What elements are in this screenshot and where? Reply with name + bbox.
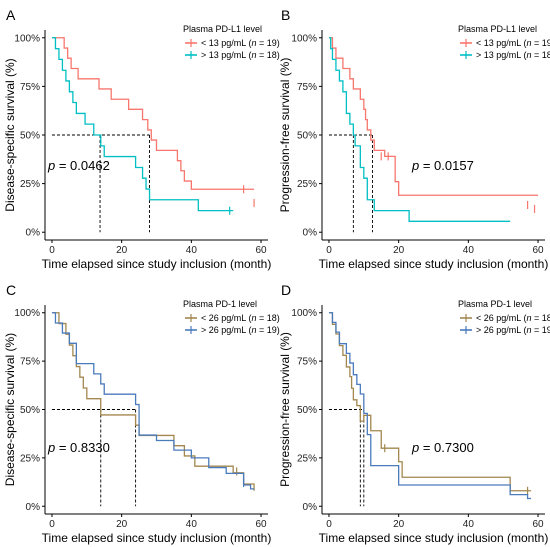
legend-entry: > 13 pg/mL (n = 18) <box>201 50 280 60</box>
y-axis-title: Progression-free survival (%) <box>278 58 292 213</box>
survival-curve-low <box>51 312 255 491</box>
p-value-label: p = 0.0157 <box>411 158 474 173</box>
x-axis-title: Time elapsed since study inclusion (mont… <box>319 257 549 271</box>
legend-entry: < 26 pg/mL (n = 18) <box>476 313 550 323</box>
x-tick-label: 20 <box>393 519 405 530</box>
y-tick-label: 100% <box>291 308 317 319</box>
y-tick-label: 50% <box>297 131 317 142</box>
x-tick-label: 0 <box>49 245 55 256</box>
panel-label: A <box>6 7 16 23</box>
legend-entry: > 13 pg/mL (n = 18) <box>476 50 550 60</box>
x-tick-label: 0 <box>326 519 332 530</box>
y-tick-label: 25% <box>297 453 317 464</box>
x-tick-label: 40 <box>186 519 198 530</box>
x-tick-label: 20 <box>116 519 128 530</box>
x-tick-label: 20 <box>393 245 405 256</box>
x-tick-label: 40 <box>463 245 475 256</box>
y-tick-label: 100% <box>291 33 317 44</box>
x-tick-label: 0 <box>326 245 332 256</box>
x-axis-title: Time elapsed since study inclusion (mont… <box>42 531 272 545</box>
legend-entry: < 13 pg/mL (n = 19) <box>476 38 550 48</box>
p-value-label: p = 0.8330 <box>47 440 110 455</box>
legend-title: Plasma PD-1 level <box>183 299 257 309</box>
y-tick-label: 100% <box>14 308 40 319</box>
y-tick-label: 50% <box>297 405 317 416</box>
x-tick-label: 60 <box>255 245 267 256</box>
y-tick-label: 0% <box>303 228 318 239</box>
y-axis-title: Progression-free survival (%) <box>278 332 292 487</box>
y-tick-label: 25% <box>20 179 40 190</box>
x-tick-label: 20 <box>116 245 128 256</box>
legend-title: Plasma PD-L1 level <box>183 24 262 34</box>
legend-entry: > 26 pg/mL (n = 19) <box>201 325 280 335</box>
survival-curve-low <box>328 312 532 492</box>
x-tick-label: 0 <box>49 519 55 530</box>
panel-label: C <box>6 282 16 298</box>
legend-entry: < 26 pg/mL (n = 18) <box>201 313 280 323</box>
y-tick-label: 50% <box>20 131 40 142</box>
x-tick-label: 60 <box>532 245 544 256</box>
survival-curve-high <box>51 37 234 212</box>
panel-label: D <box>281 282 291 298</box>
survival-curve-high <box>328 312 532 500</box>
y-axis-title: Disease-specific survival (%) <box>3 333 17 486</box>
y-tick-label: 25% <box>297 179 317 190</box>
x-tick-label: 40 <box>186 245 198 256</box>
y-tick-label: 0% <box>26 502 41 513</box>
x-tick-label: 60 <box>532 519 544 530</box>
y-tick-label: 0% <box>26 228 41 239</box>
legend-entry: > 26 pg/mL (n = 19) <box>476 325 550 335</box>
x-axis-title: Time elapsed since study inclusion (mont… <box>42 257 272 271</box>
y-tick-label: 75% <box>297 82 317 93</box>
y-axis-title: Disease-specific survival (%) <box>3 58 17 211</box>
survival-curve-low <box>51 37 255 190</box>
y-tick-label: 100% <box>14 33 40 44</box>
y-tick-label: 25% <box>20 453 40 464</box>
panel-label: B <box>281 7 290 23</box>
y-tick-label: 75% <box>20 357 40 368</box>
x-tick-label: 60 <box>255 519 267 530</box>
legend-title: Plasma PD-1 level <box>458 299 532 309</box>
y-tick-label: 0% <box>303 502 318 513</box>
survival-curve-high <box>51 312 255 490</box>
survival-curve-low <box>328 37 539 196</box>
legend-entry: < 13 pg/mL (n = 19) <box>201 38 280 48</box>
p-value-label: p = 0.7300 <box>411 440 474 455</box>
x-tick-label: 40 <box>463 519 475 530</box>
y-tick-label: 75% <box>297 357 317 368</box>
legend-title: Plasma PD-L1 level <box>458 24 537 34</box>
y-tick-label: 75% <box>20 82 40 93</box>
x-axis-title: Time elapsed since study inclusion (mont… <box>319 531 549 545</box>
survival-curve-high <box>328 37 511 222</box>
y-tick-label: 50% <box>20 405 40 416</box>
p-value-label: p = 0.0462 <box>47 158 110 173</box>
